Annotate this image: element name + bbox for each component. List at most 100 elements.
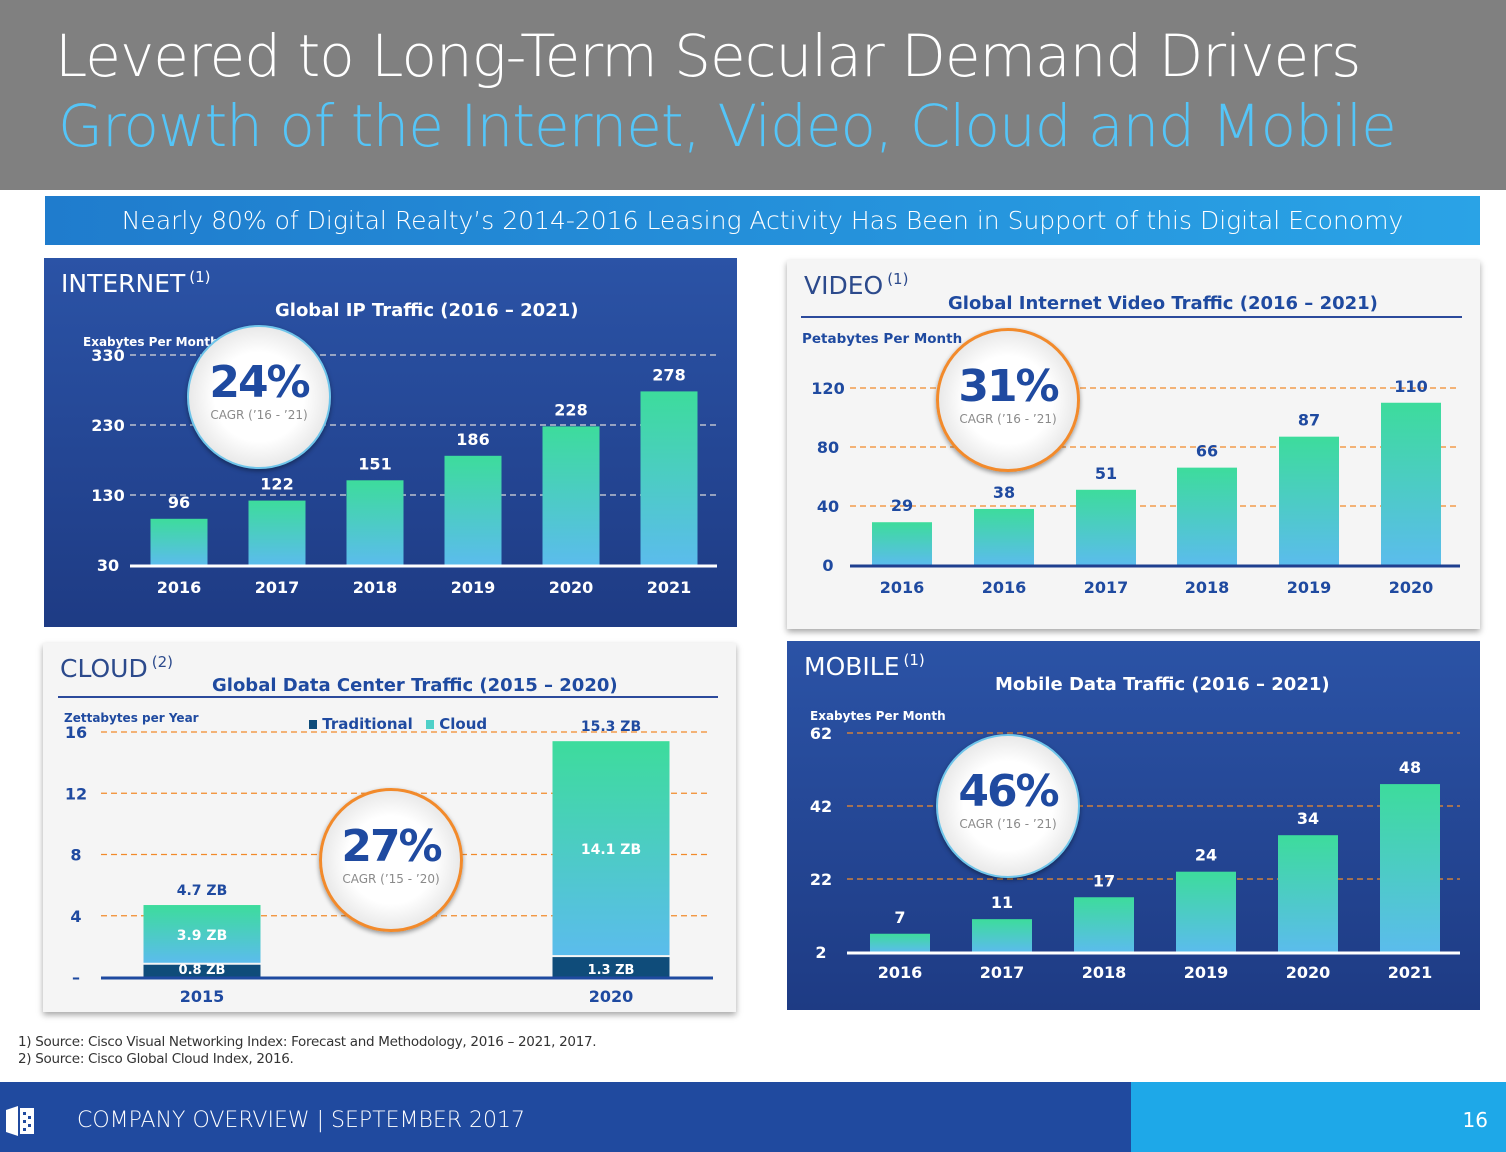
legend: Traditional Cloud [309, 715, 487, 733]
bar [1279, 436, 1339, 565]
panel-heading-text: CLOUD [60, 654, 148, 683]
video-chart: 120 80 40 0 29 2016 38 2016 51 2017 66 2018 87 2019 11… [811, 377, 1460, 597]
bar-value-label: 38 [993, 483, 1015, 502]
bar-value-label: 186 [456, 430, 489, 449]
x-tick-label: 2017 [980, 963, 1025, 982]
x-tick-label: 2016 [880, 578, 925, 597]
bar-value-label: 151 [358, 454, 391, 473]
y-axis-label: Exabytes Per Month [810, 709, 946, 723]
bar [150, 518, 208, 565]
panel-heading: INTERNET (1) [61, 268, 211, 298]
x-tick-label: 2017 [255, 578, 300, 597]
bar [640, 391, 698, 565]
y-tick-label: 22 [810, 870, 832, 889]
cagr-badge: 27% CAGR (’15 - ’20) [319, 788, 463, 932]
bar [1076, 489, 1136, 565]
y-axis-label: Exabytes Per Month [83, 335, 219, 349]
x-tick-label: 2016 [982, 578, 1027, 597]
x-tick-label: 2015 [180, 987, 225, 1006]
y-tick-label: 40 [817, 497, 839, 516]
x-tick-label: 2021 [1388, 963, 1433, 982]
bar [444, 455, 502, 565]
y-tick-label: 12 [65, 784, 87, 803]
bar [974, 508, 1034, 565]
footnote: 1) Source: Cisco Visual Networking Index… [18, 1034, 597, 1050]
x-tick-label: 2019 [451, 578, 496, 597]
footnote-ref: (1) [887, 270, 909, 288]
chart-title: Mobile Data Traffic (2016 – 2021) [995, 674, 1330, 695]
bar-value-label: 24 [1195, 846, 1217, 865]
x-tick-label: 2019 [1184, 963, 1229, 982]
mobile-chart: 6242222720161120171720182420193420204820… [810, 724, 1460, 982]
video-panel: VIDEO (1) Global Internet Video Traffic (… [787, 260, 1480, 629]
bar [1176, 871, 1236, 952]
bar [1177, 467, 1237, 565]
bar-value-label: 51 [1095, 464, 1117, 483]
y-tick-label: 2 [815, 943, 826, 962]
x-tick-label: 2021 [647, 578, 692, 597]
y-tick-label: 30 [97, 556, 119, 575]
x-tick-label: 2016 [878, 963, 923, 982]
panel-heading: CLOUD (2) [60, 653, 173, 683]
x-tick-label: 2018 [353, 578, 398, 597]
bar-value-label: 96 [168, 493, 190, 512]
banner: Nearly 80% of Digital Realty’s 2014-2016… [45, 196, 1480, 245]
title-divider [801, 316, 1462, 318]
panel-heading-text: MOBILE [804, 652, 900, 681]
y-tick-label: 8 [70, 846, 81, 865]
y-tick-label: 62 [810, 724, 832, 743]
bar [1278, 835, 1338, 952]
x-tick-label: 2020 [549, 578, 594, 597]
footnote: 2) Source: Cisco Global Cloud Index, 201… [18, 1051, 294, 1067]
x-tick-label: 2020 [1286, 963, 1331, 982]
bar-value-label: 17 [1093, 871, 1115, 890]
y-tick-label: 16 [65, 723, 87, 742]
bar-value-label: 48 [1399, 758, 1421, 777]
chart-title: Global IP Traffic (2016 – 2021) [275, 300, 579, 321]
bar-traditional [143, 964, 261, 977]
panel-heading-text: INTERNET [61, 269, 186, 298]
cagr-label: CAGR (’16 - ’21) [959, 412, 1057, 426]
y-tick-label: 330 [91, 346, 124, 365]
bar [1381, 402, 1441, 565]
y-tick-label: – [72, 968, 80, 987]
mobile-panel: MOBILE (1) Mobile Data Traffic (2016 – 20… [787, 641, 1480, 1010]
bar-value-label: 66 [1196, 442, 1218, 461]
company-logo-icon [6, 1106, 34, 1136]
y-tick-label: 120 [811, 379, 844, 398]
y-tick-label: 130 [91, 486, 124, 505]
header: Levered to Long-Term Secular Demand Driv… [0, 0, 1506, 190]
footnote-ref: (1) [189, 268, 211, 286]
y-tick-label: 230 [91, 416, 124, 435]
cagr-label: CAGR (’15 - ’20) [342, 872, 440, 886]
bar-cloud [143, 905, 261, 963]
bar-label: 3.9 ZB [177, 928, 228, 944]
bar [1380, 784, 1440, 952]
x-tick-label: 2017 [1084, 578, 1129, 597]
legend-swatch-traditional [309, 720, 317, 729]
x-tick-label: 2016 [157, 578, 202, 597]
footer-text: COMPANY OVERVIEW | SEPTEMBER 2017 [77, 1108, 526, 1133]
footer: COMPANY OVERVIEW | SEPTEMBER 2017 16 [0, 1082, 1506, 1152]
y-tick-label: 80 [817, 438, 839, 457]
cagr-value: 31% [958, 361, 1059, 412]
cagr-value: 27% [341, 821, 442, 872]
panel-heading: MOBILE (1) [804, 651, 925, 681]
slide-subtitle: Growth of the Internet, Video, Cloud and… [58, 92, 1397, 160]
bar-label: 14.1 ZB [581, 842, 641, 858]
bar-value-label: 110 [1394, 377, 1427, 396]
footer-accent: 16 [1131, 1082, 1506, 1152]
cagr-label: CAGR (’16 - ’21) [959, 817, 1057, 831]
bar-value-label: 122 [260, 475, 293, 494]
chart-title: Global Internet Video Traffic (2016 – 20… [948, 293, 1378, 314]
y-tick-label: 42 [810, 797, 832, 816]
cagr-badge: 46% CAGR (’16 - ’21) [936, 734, 1080, 878]
footnote-ref: (2) [151, 653, 173, 671]
bar-value-label: 7 [894, 908, 905, 927]
slide-title: Levered to Long-Term Secular Demand Driv… [55, 22, 1361, 90]
footnotes: 1) Source: Cisco Visual Networking Index… [18, 1034, 597, 1068]
bar-total-label: 4.7 ZB [177, 883, 228, 899]
x-tick-label: 2020 [1389, 578, 1434, 597]
panel-heading: VIDEO (1) [804, 270, 908, 300]
cagr-label: CAGR (’16 - ’21) [210, 408, 308, 422]
